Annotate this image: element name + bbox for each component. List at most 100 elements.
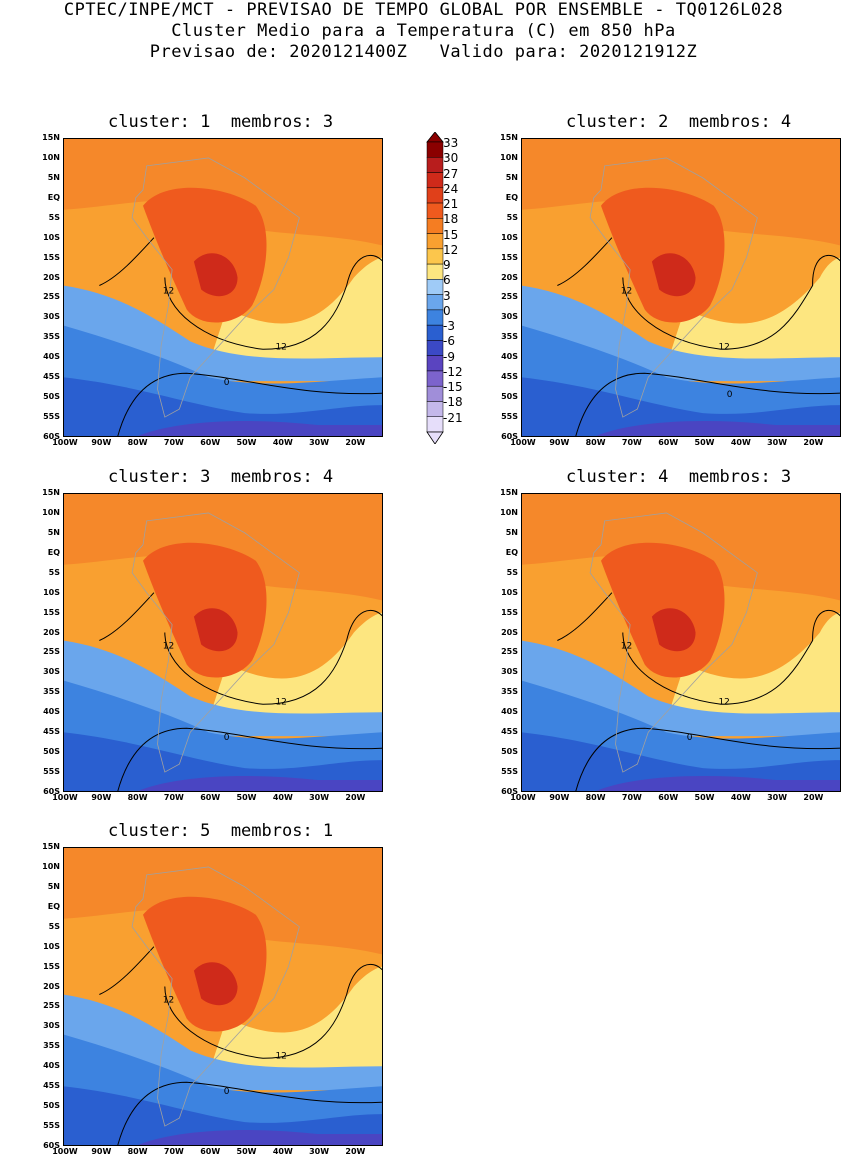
contour-label-12-east: 12 [275, 342, 286, 352]
map-panel-2: 12 12 0 [521, 138, 841, 437]
lon-label: 100W [510, 793, 536, 802]
panel-4-title: cluster: 4 membros: 3 [566, 467, 792, 487]
lon-label: 70W [621, 438, 642, 447]
colorbar-swatch [426, 263, 444, 280]
header-line-3: Previsao de: 2020121400Z Valido para: 20… [149, 42, 698, 62]
lat-label: 55S [501, 412, 518, 422]
lat-label: 40S [501, 707, 518, 717]
purple-band [593, 421, 841, 437]
contour-label-0: 0 [224, 733, 230, 743]
lat-label: 15N [42, 488, 60, 497]
lon-label: 30W [767, 438, 788, 447]
contour-0 [575, 727, 841, 792]
contour-0 [117, 372, 383, 437]
panel-3-title: cluster: 3 membros: 4 [108, 467, 334, 487]
colorbar-level-label: 3 [443, 288, 451, 303]
colorbar-level-label: 15 [443, 227, 459, 242]
yellow-band [208, 257, 383, 366]
contour-12-west [557, 237, 613, 286]
colorbar-swatch [426, 248, 444, 265]
lon-label: 70W [163, 438, 184, 447]
lon-label: 60W [200, 793, 221, 802]
lat-label: 40S [43, 1061, 60, 1071]
purple-band [593, 776, 841, 792]
lat-label: 30S [43, 312, 60, 322]
colorbar-swatch [426, 279, 444, 295]
colorbar-swatch [426, 172, 444, 189]
lat-label: 20S [43, 272, 60, 282]
colorbar-level-label: -9 [443, 349, 455, 364]
contour-12 [622, 609, 841, 705]
colorbar-swatch [426, 340, 444, 356]
contour-0 [575, 372, 841, 437]
lat-label: 60S [43, 787, 60, 796]
lon-label: 30W [309, 438, 330, 447]
lat-label: 25S [43, 1001, 60, 1011]
lat-label: 55S [501, 767, 518, 777]
colorbar-level-label: 30 [443, 151, 459, 166]
land-hottest-core [651, 253, 696, 297]
purple-band [135, 1130, 383, 1146]
lon-label: 70W [163, 1147, 184, 1156]
map-panel-4: 12 12 0 [521, 493, 841, 792]
lat-label: 5N [505, 172, 518, 182]
lat-label: 15S [43, 961, 60, 971]
contour-12 [164, 609, 383, 705]
contour-0 [117, 727, 383, 792]
colorbar-swatch [426, 401, 444, 417]
lat-label: 10N [42, 152, 60, 162]
lat-label: 5N [47, 527, 60, 537]
colorbar-level-label: -18 [443, 395, 463, 410]
lat-label: 5S [48, 212, 60, 222]
lat-label: 45S [501, 727, 518, 737]
lon-label: 50W [694, 438, 715, 447]
coastline [131, 866, 300, 1127]
lat-label: 10S [43, 232, 60, 242]
lon-label: 30W [309, 1147, 330, 1156]
lat-label: 10S [501, 232, 518, 242]
lon-label: 60W [200, 438, 221, 447]
land-hottest-core [193, 962, 238, 1006]
lat-label: 35S [43, 687, 60, 697]
lon-label: 50W [694, 793, 715, 802]
colorbar-level-label: 18 [443, 212, 459, 227]
lat-label: 5S [506, 567, 518, 577]
lat-label: 25S [43, 292, 60, 302]
lon-label: 90W [549, 793, 570, 802]
lon-label: 40W [272, 1147, 293, 1156]
panel-1-title: cluster: 1 membros: 3 [108, 112, 334, 132]
lon-label: 80W [585, 438, 606, 447]
colorbar-swatch [426, 233, 444, 250]
colorbar-swatch [426, 324, 444, 341]
yellow-band [666, 612, 841, 721]
lat-label: 15N [500, 488, 518, 497]
lat-label: 10S [501, 587, 518, 597]
lat-label: 5N [47, 172, 60, 182]
lon-label: 20W [345, 438, 366, 447]
contour-label-12-west: 12 [163, 995, 174, 1005]
lon-label: 80W [127, 793, 148, 802]
lat-label: 15N [42, 842, 60, 851]
land-hottest-core [651, 608, 696, 652]
lat-label: 15S [43, 252, 60, 262]
lon-label: 50W [236, 793, 257, 802]
contour-12-west [557, 592, 613, 641]
lon-label: 100W [52, 1147, 78, 1156]
lat-label: 5S [48, 567, 60, 577]
lon-label: 80W [127, 1147, 148, 1156]
lat-label: 10S [43, 587, 60, 597]
colorbar-swatch [426, 385, 444, 402]
colorbar-level-label: 27 [443, 166, 459, 181]
contour-label-0: 0 [224, 378, 230, 388]
lon-label: 80W [585, 793, 606, 802]
lat-label: 50S [43, 747, 60, 757]
lon-label: 100W [52, 793, 78, 802]
contour-label-12-west: 12 [621, 641, 632, 651]
lat-label: 25S [43, 647, 60, 657]
colorbar-level-label: 6 [443, 273, 451, 288]
coastline [589, 157, 758, 418]
lat-label: 30S [501, 667, 518, 677]
lat-label: 55S [43, 412, 60, 422]
lat-label: 55S [43, 767, 60, 777]
lon-label: 90W [549, 438, 570, 447]
